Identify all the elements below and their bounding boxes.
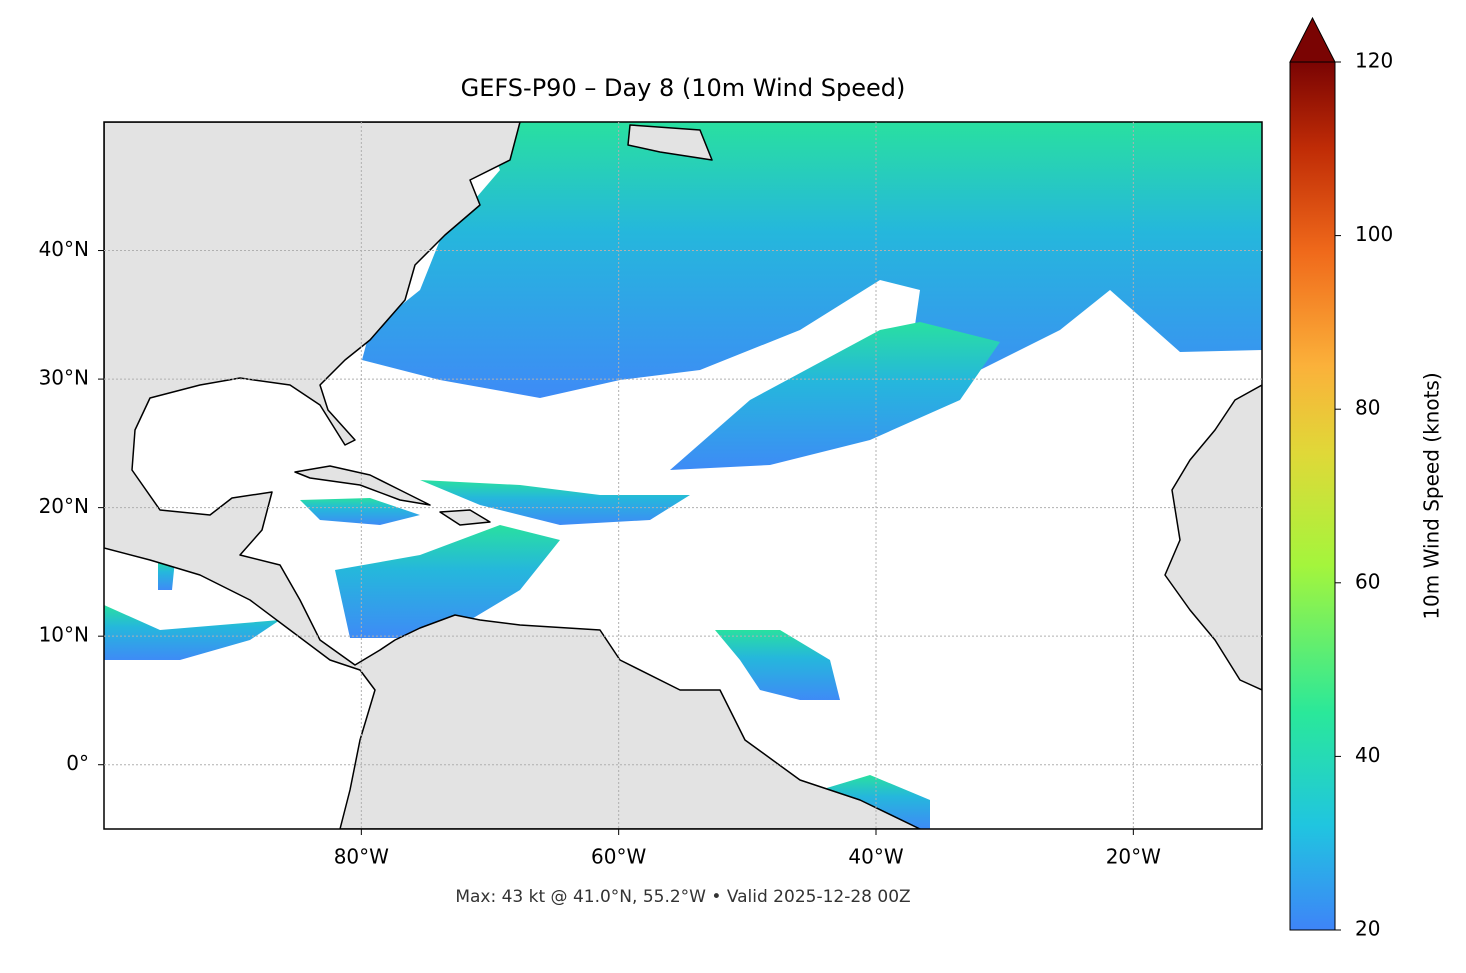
colorbar (1289, 61, 1336, 931)
x-tick-label: 80°W (334, 845, 389, 869)
y-tick-label: 0° (66, 751, 89, 775)
newfoundland (627, 124, 713, 161)
colorbar-tick-label: 100 (1355, 222, 1393, 246)
footnote: Max: 43 kt @ 41.0°N, 55.2°W • Valid 2025… (455, 887, 910, 907)
y-tick-label: 20°N (39, 494, 89, 518)
colorbar-label: 10m Wind Speed (knots) (1420, 372, 1444, 619)
colorbar-tick-label: 20 (1355, 917, 1380, 941)
x-tick-label: 60°W (591, 845, 646, 869)
y-tick-label: 10°N (39, 623, 89, 647)
map-area (104, 122, 1262, 829)
colorbar-tick-label: 40 (1355, 743, 1380, 767)
colorbar-tick-label: 60 (1355, 569, 1380, 593)
cuba (294, 465, 431, 506)
hispaniola (439, 509, 491, 526)
map-title: GEFS-P90 – Day 8 (10m Wind Speed) (461, 74, 906, 102)
colorbar-extend (1289, 16, 1336, 63)
africa (1164, 384, 1262, 691)
map-frame (103, 121, 1263, 830)
x-tick-label: 20°W (1106, 845, 1161, 869)
wind-field (104, 122, 1262, 829)
y-tick-label: 30°N (39, 366, 89, 390)
colorbar-tick-label: 80 (1355, 396, 1380, 420)
y-tick-label: 40°N (39, 237, 89, 261)
americas (104, 122, 921, 829)
x-tick-label: 40°W (848, 845, 903, 869)
colorbar-tick-label: 120 (1355, 49, 1393, 73)
